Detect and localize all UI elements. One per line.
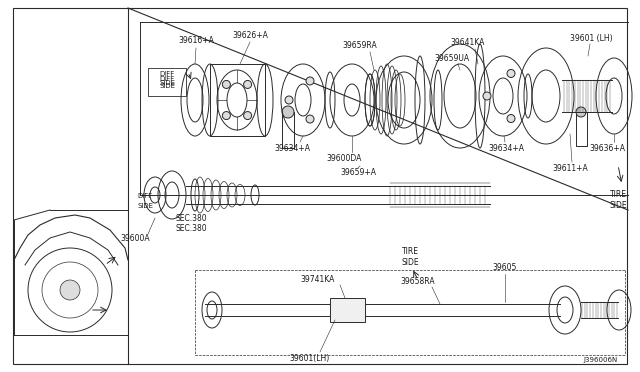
Text: 39636+A: 39636+A — [589, 144, 625, 153]
Bar — [330, 298, 365, 322]
Text: 39659+A: 39659+A — [340, 167, 376, 176]
Text: 39634+A: 39634+A — [274, 144, 310, 153]
Text: SEC.380: SEC.380 — [175, 214, 207, 222]
Text: 39626+A: 39626+A — [232, 31, 268, 39]
Circle shape — [244, 80, 252, 89]
Text: 39741KA: 39741KA — [301, 276, 335, 285]
Text: SIDE: SIDE — [137, 203, 153, 209]
Text: SIDE: SIDE — [159, 80, 175, 86]
Text: 39658RA: 39658RA — [401, 278, 435, 286]
Text: 39659UA: 39659UA — [435, 54, 470, 62]
Circle shape — [222, 80, 230, 89]
Bar — [210, 64, 265, 136]
Ellipse shape — [282, 106, 294, 118]
Bar — [576, 112, 587, 146]
Circle shape — [222, 112, 230, 119]
Text: J396006N: J396006N — [584, 357, 618, 363]
Text: 39641KA: 39641KA — [451, 38, 485, 46]
Text: 39601 (LH): 39601 (LH) — [570, 33, 612, 42]
Ellipse shape — [227, 83, 247, 117]
Ellipse shape — [576, 107, 586, 117]
Text: 39611+A: 39611+A — [552, 164, 588, 173]
Text: 39601(LH): 39601(LH) — [290, 353, 330, 362]
Bar — [282, 112, 294, 148]
Circle shape — [507, 70, 515, 77]
Circle shape — [507, 115, 515, 122]
Circle shape — [60, 280, 80, 300]
Text: TIRE
SIDE: TIRE SIDE — [609, 190, 627, 210]
Circle shape — [285, 96, 293, 104]
Circle shape — [483, 92, 491, 100]
Text: 39600DA: 39600DA — [326, 154, 362, 163]
Text: DIFF: DIFF — [159, 71, 175, 77]
Text: 39634+A: 39634+A — [488, 144, 524, 153]
Circle shape — [244, 112, 252, 119]
Text: SEC.380: SEC.380 — [175, 224, 207, 232]
Bar — [148, 68, 186, 96]
Text: 39659RA: 39659RA — [342, 41, 378, 49]
Text: DIFF
SIDE: DIFF SIDE — [159, 76, 175, 89]
Text: 39616+A: 39616+A — [178, 35, 214, 45]
Text: 39600A: 39600A — [120, 234, 150, 243]
Circle shape — [306, 77, 314, 85]
Text: 39605: 39605 — [493, 263, 517, 273]
Circle shape — [306, 115, 314, 123]
Text: TIRE
SIDE: TIRE SIDE — [401, 247, 419, 267]
Text: DIFF: DIFF — [138, 193, 152, 199]
